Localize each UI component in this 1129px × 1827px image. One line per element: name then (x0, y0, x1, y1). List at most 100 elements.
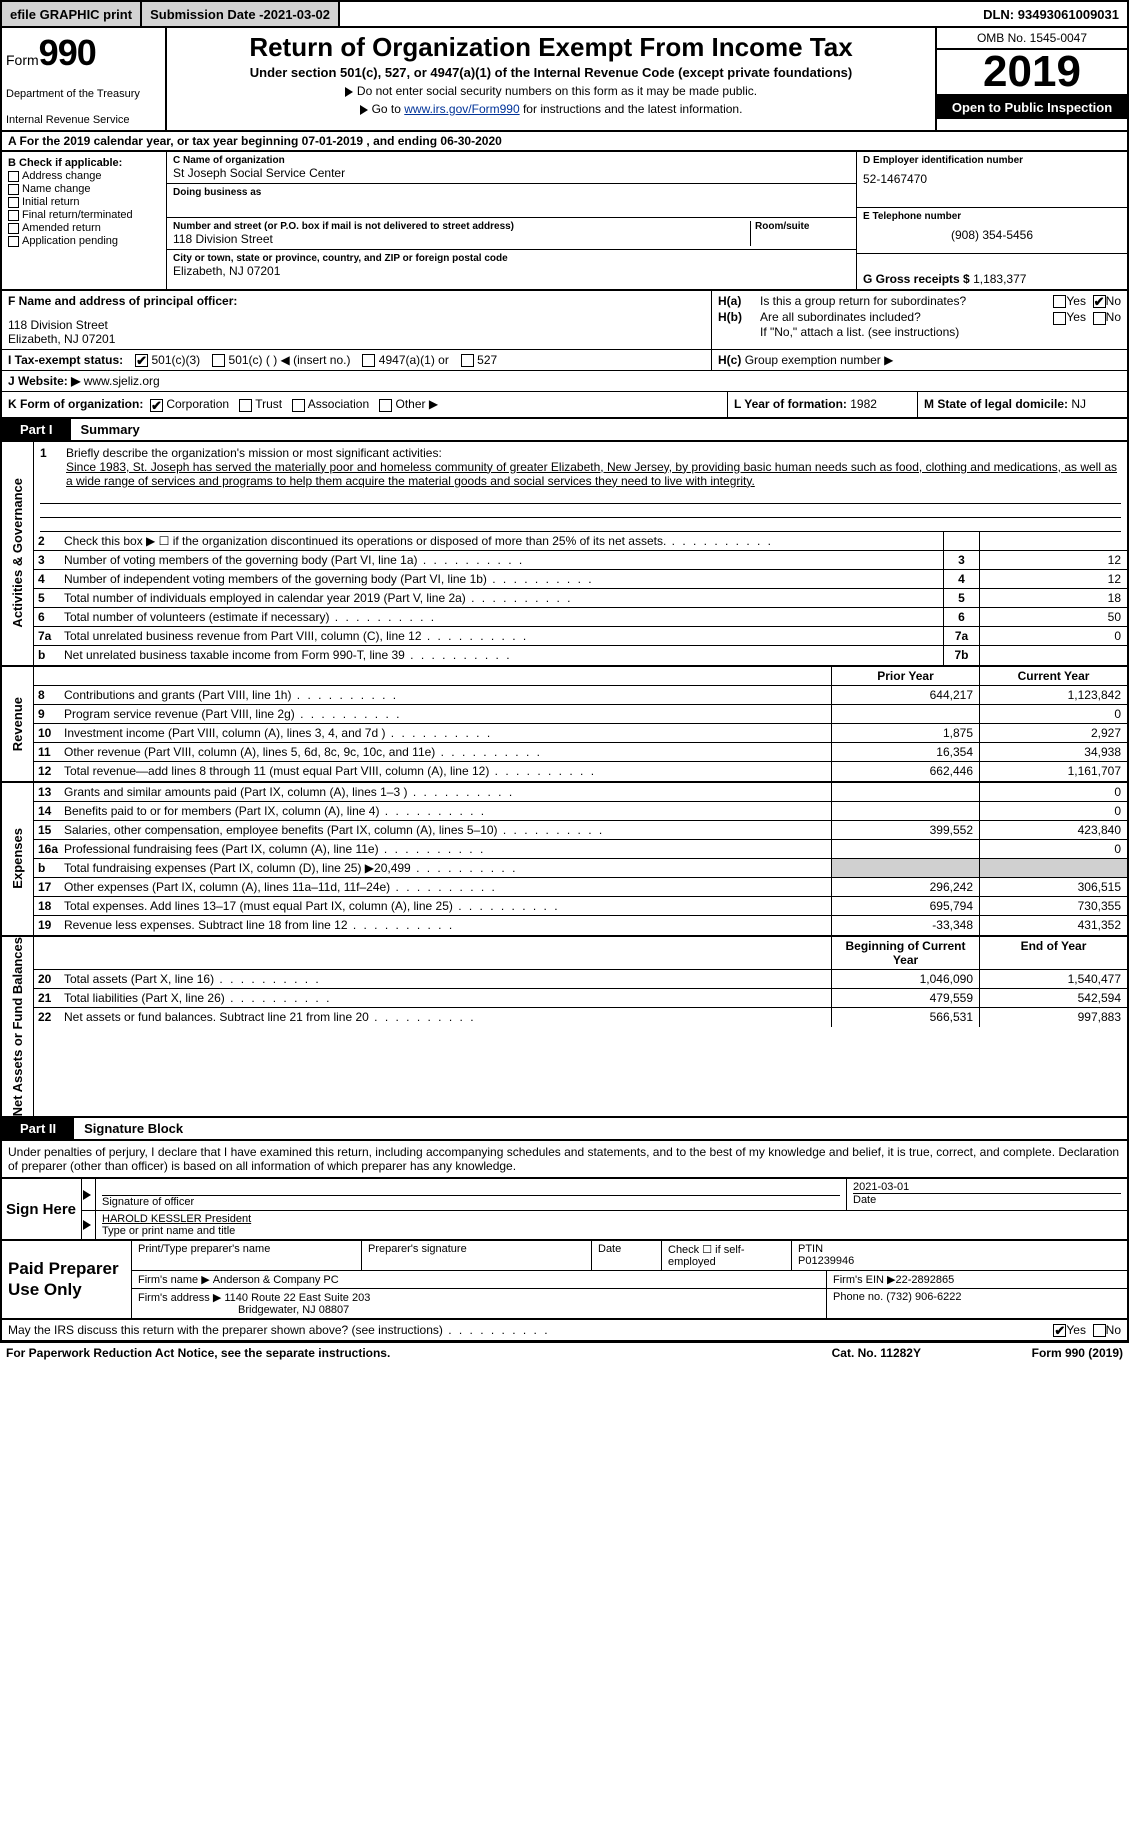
col-b-checkboxes: B Check if applicable: Address change Na… (2, 152, 167, 289)
gov-row-b: b Net unrelated business taxable income … (34, 646, 1127, 665)
rev-current-12: 1,161,707 (979, 762, 1127, 781)
cb-application-pending[interactable]: Application pending (8, 235, 160, 247)
form-990-page: efile GRAPHIC print Submission Date - 20… (0, 0, 1129, 1363)
cb-amended-return[interactable]: Amended return (8, 222, 160, 234)
ein-cell: D Employer identification number 52-1467… (857, 152, 1127, 208)
na-prior-20: 1,046,090 (831, 970, 979, 988)
firm-name: Anderson & Company PC (213, 1274, 339, 1286)
exp-row-17: 17 Other expenses (Part IX, column (A), … (34, 878, 1127, 897)
exp-prior-13 (831, 783, 979, 801)
form-number-value: 990 (39, 32, 96, 73)
blank-line (40, 490, 1121, 504)
ein-value: 52-1467470 (863, 172, 1121, 186)
gov-row-4: 4 Number of independent voting members o… (34, 570, 1127, 589)
blank-line (40, 504, 1121, 518)
gov-row-3: 3 Number of voting members of the govern… (34, 551, 1127, 570)
gov-row-7a: 7a Total unrelated business revenue from… (34, 627, 1127, 646)
na-row-20: 20 Total assets (Part X, line 16) 1,046,… (34, 970, 1127, 989)
exp-row-16a: 16a Professional fundraising fees (Part … (34, 840, 1127, 859)
firm-addr1: 1140 Route 22 East Suite 203 (224, 1292, 370, 1304)
form-title: Return of Organization Exempt From Incom… (175, 32, 927, 63)
form-number: Form990 (6, 32, 161, 74)
arrow-icon (360, 105, 368, 115)
exp-prior-17: 296,242 (831, 878, 979, 896)
tax-year-end: 06-30-2020 (440, 134, 501, 148)
city-state-zip: Elizabeth, NJ 07201 (173, 264, 850, 278)
discuss-yes[interactable]: Yes (1053, 1323, 1086, 1337)
cb-corporation[interactable]: Corporation (150, 397, 229, 411)
preparer-label: Paid Preparer Use Only (2, 1241, 132, 1318)
exp-current-17: 306,515 (979, 878, 1127, 896)
ha-yes[interactable]: Yes (1053, 294, 1086, 308)
expenses-tab: Expenses (2, 783, 34, 935)
cb-other[interactable]: Other ▶ (379, 397, 438, 411)
cb-address-change[interactable]: Address change (8, 170, 160, 182)
part2-header: Part II Signature Block (0, 1118, 1129, 1141)
exp-prior-14 (831, 802, 979, 820)
tax-status-row: I Tax-exempt status: 501(c)(3) 501(c) ( … (0, 350, 1129, 371)
col-h-group: H(a) Is this a group return for subordin… (712, 291, 1127, 349)
cb-association[interactable]: Association (292, 397, 369, 411)
cb-4947[interactable]: 4947(a)(1) or (362, 353, 448, 367)
gov-val-7a: 0 (979, 627, 1127, 645)
gov-val-4: 12 (979, 570, 1127, 588)
governance-section: Activities & Governance 1 Briefly descri… (0, 442, 1129, 667)
org-info-block: B Check if applicable: Address change Na… (0, 152, 1129, 291)
dln: DLN: 93493061009031 (975, 7, 1127, 22)
part1-tab: Part I (2, 419, 71, 440)
arrow-icon (345, 87, 353, 97)
exp-prior-b (831, 859, 979, 877)
netassets-header-row: Beginning of Current Year End of Year (34, 937, 1127, 970)
tel-value: (908) 354-5456 (863, 228, 1121, 242)
col-b-header: B Check if applicable: (8, 157, 160, 169)
exp-current-14: 0 (979, 802, 1127, 820)
blank-line (40, 518, 1121, 532)
open-to-public: Open to Public Inspection (937, 96, 1127, 119)
cb-501c3[interactable]: 501(c)(3) (135, 353, 200, 367)
cb-527[interactable]: 527 (461, 353, 497, 367)
cb-name-change[interactable]: Name change (8, 183, 160, 195)
exp-row-13: 13 Grants and similar amounts paid (Part… (34, 783, 1127, 802)
org-name: St Joseph Social Service Center (173, 166, 850, 180)
signature-declaration: Under penalties of perjury, I declare th… (0, 1141, 1129, 1179)
cb-trust[interactable]: Trust (239, 397, 282, 411)
state-domicile: NJ (1071, 397, 1086, 411)
cb-initial-return[interactable]: Initial return (8, 196, 160, 208)
gov-row-6: 6 Total number of volunteers (estimate i… (34, 608, 1127, 627)
header-left: Form990 Department of the Treasury Inter… (2, 28, 167, 130)
dba-cell: Doing business as (167, 184, 856, 218)
rev-current-10: 2,927 (979, 724, 1127, 742)
mission-row: 1 Briefly describe the organization's mi… (34, 442, 1127, 532)
discuss-no[interactable]: No (1093, 1323, 1121, 1337)
na-current-22: 997,883 (979, 1008, 1127, 1027)
ha-no[interactable]: No (1093, 294, 1121, 308)
tax-year: 2019 (937, 50, 1127, 96)
street-address: 118 Division Street (173, 232, 750, 246)
rev-current-11: 34,938 (979, 743, 1127, 761)
exp-prior-18: 695,794 (831, 897, 979, 915)
hb-yes[interactable]: Yes (1053, 310, 1086, 324)
exp-row-b: b Total fundraising expenses (Part IX, c… (34, 859, 1127, 878)
line-a-tax-year: A For the 2019 calendar year, or tax yea… (0, 132, 1129, 152)
efile-print-button[interactable]: efile GRAPHIC print (2, 2, 142, 26)
expenses-section: Expenses 13 Grants and similar amounts p… (0, 783, 1129, 937)
col-d-ein: D Employer identification number 52-1467… (857, 152, 1127, 289)
cb-final-return[interactable]: Final return/terminated (8, 209, 160, 221)
firm-ein: 22-2892865 (896, 1274, 955, 1286)
cb-501c[interactable]: 501(c) ( ) ◀ (insert no.) (212, 353, 350, 367)
na-prior-22: 566,531 (831, 1008, 979, 1027)
rev-prior-8: 644,217 (831, 686, 979, 704)
year-formation: 1982 (850, 397, 877, 411)
website-row: J Website: ▶ www.sjeliz.org (0, 371, 1129, 392)
na-current-21: 542,594 (979, 989, 1127, 1007)
part1-title: Summary (71, 419, 150, 440)
firm-addr2: Bridgewater, NJ 08807 (138, 1304, 820, 1316)
part2-title: Signature Block (74, 1118, 193, 1139)
form-header: Form990 Department of the Treasury Inter… (0, 28, 1129, 132)
header-right: OMB No. 1545-0047 2019 Open to Public In… (937, 28, 1127, 130)
revenue-tab: Revenue (2, 667, 34, 781)
exp-current-16a: 0 (979, 840, 1127, 858)
na-row-22: 22 Net assets or fund balances. Subtract… (34, 1008, 1127, 1027)
irs-form990-link[interactable]: www.irs.gov/Form990 (404, 102, 519, 116)
hb-no[interactable]: No (1093, 310, 1121, 324)
